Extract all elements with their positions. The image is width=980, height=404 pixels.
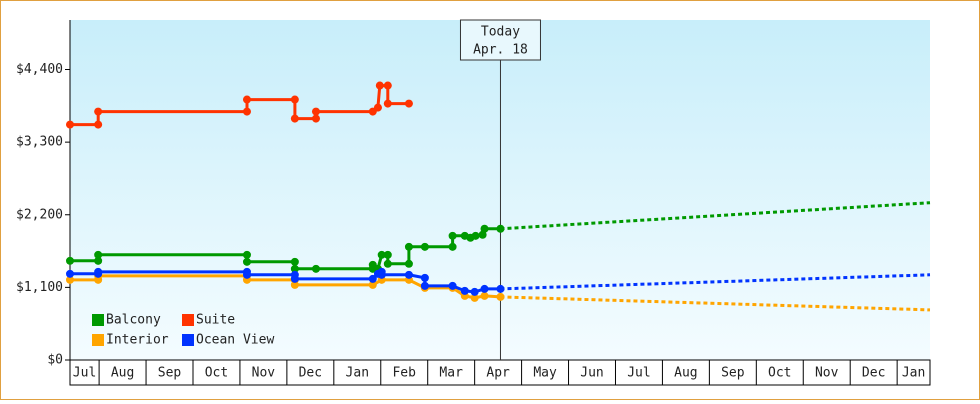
price-line: [70, 274, 501, 300]
forecast-line: [500, 273, 931, 291]
price-point: [471, 231, 480, 240]
price-point: [448, 231, 457, 240]
price-point: [420, 273, 429, 282]
price-point: [290, 95, 299, 104]
x-tick-label: Dec: [862, 366, 885, 381]
x-tick-label: Apr: [486, 366, 510, 381]
price-point: [311, 264, 320, 273]
price-point: [480, 284, 489, 293]
price-point: [242, 250, 251, 259]
today-date: Apr. 18: [473, 43, 528, 58]
price-point: [470, 293, 479, 302]
price-point: [242, 270, 251, 279]
price-point: [290, 264, 299, 273]
price-point: [448, 242, 457, 251]
price-point: [420, 242, 429, 251]
y-tick-label: $0: [47, 353, 63, 368]
legend-swatch: [182, 314, 194, 326]
x-tick-label: Aug: [674, 366, 697, 381]
x-tick-label: Jul: [73, 366, 96, 381]
price-point: [460, 286, 469, 295]
price-point: [420, 281, 429, 290]
price-point: [94, 250, 103, 259]
price-point: [94, 256, 103, 265]
price-point: [242, 257, 251, 266]
price-point: [373, 103, 382, 112]
legend-swatch: [92, 334, 104, 346]
price-point: [311, 114, 320, 123]
price-point: [242, 95, 251, 104]
price-point: [404, 99, 413, 108]
x-tick-label: Feb: [392, 366, 416, 381]
today-box: [459, 19, 541, 61]
price-point: [383, 81, 392, 90]
legend-label: Ocean View: [196, 333, 274, 348]
price-point: [94, 120, 103, 129]
legend-swatch: [92, 314, 104, 326]
price-point: [66, 120, 74, 129]
price-point: [66, 269, 74, 278]
forecast-line: [500, 295, 931, 312]
price-point: [242, 107, 251, 116]
x-tick-label: Mar: [439, 366, 463, 381]
x-tick-label: Jan: [902, 366, 925, 381]
y-tick-label: $2,200: [16, 207, 63, 222]
x-axis-band: [69, 359, 931, 386]
price-point: [404, 242, 413, 251]
y-tick-label: $4,400: [16, 62, 63, 77]
legend-label: Suite: [196, 313, 235, 328]
x-tick-label: Nov: [815, 366, 839, 381]
price-point: [377, 270, 386, 279]
price-point: [66, 256, 74, 265]
legend-label: Interior: [106, 333, 169, 348]
price-point: [404, 270, 413, 279]
x-tick-label: Jul: [627, 366, 650, 381]
x-tick-label: Dec: [299, 366, 322, 381]
price-point: [311, 107, 320, 116]
price-point: [290, 114, 299, 123]
legend-label: Balcony: [106, 313, 161, 328]
price-point: [66, 275, 74, 284]
x-tick-label: Jun: [580, 366, 603, 381]
price-point: [496, 224, 505, 233]
price-point: [496, 284, 505, 293]
price-point: [404, 259, 413, 268]
x-tick-label: Oct: [768, 366, 791, 381]
today-label: Today: [481, 25, 520, 40]
price-point: [375, 81, 384, 90]
price-point: [478, 230, 487, 239]
price-point: [290, 274, 299, 283]
price-point: [290, 257, 299, 266]
price-point: [368, 274, 377, 283]
price-point: [480, 224, 489, 233]
x-tick-label: Jan: [346, 366, 369, 381]
x-tick-label: Oct: [205, 366, 228, 381]
y-tick-label: $3,300: [16, 135, 63, 150]
price-point: [383, 250, 392, 259]
x-tick-label: Aug: [111, 366, 134, 381]
price-point: [368, 280, 377, 289]
price-point: [470, 287, 479, 296]
forecast-line: [500, 201, 931, 231]
price-point: [94, 107, 103, 116]
price-point: [480, 291, 489, 300]
legend-swatch: [182, 334, 194, 346]
x-tick-label: Sep: [158, 366, 182, 381]
price-point: [448, 281, 457, 290]
price-point: [94, 267, 103, 276]
x-tick-label: Sep: [721, 366, 745, 381]
price-point: [377, 250, 386, 259]
y-tick-label: $1,100: [16, 280, 63, 295]
price-point: [496, 292, 505, 301]
x-tick-label: Nov: [252, 366, 276, 381]
x-tick-label: May: [533, 366, 557, 381]
price-point: [383, 99, 392, 108]
price-point: [383, 259, 392, 268]
price-point: [290, 280, 299, 289]
